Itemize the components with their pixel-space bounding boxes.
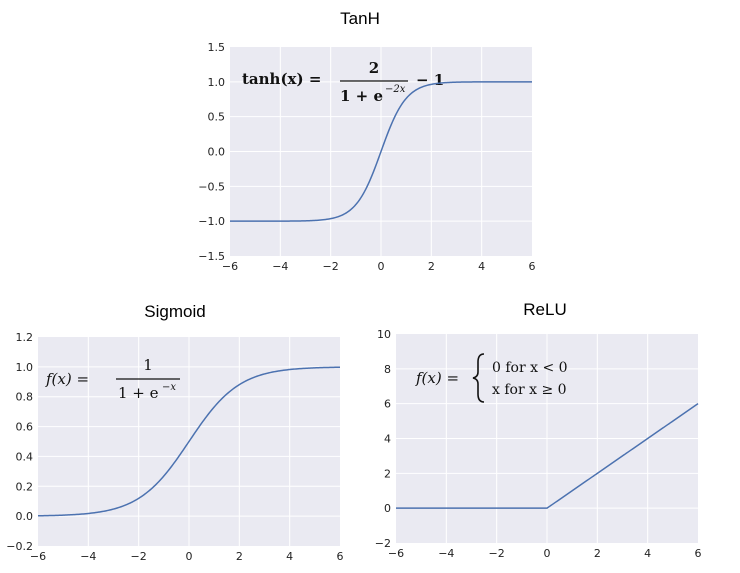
relu-y-tick-label: 8 (384, 363, 391, 376)
tanh-y-tick-label: −1.0 (198, 215, 225, 228)
tanh-chart-title: TanH (340, 9, 380, 28)
tanh-x-tick-label: 2 (428, 260, 435, 273)
relu-y-tick-label: 4 (384, 433, 391, 446)
relu-formula-case-1: 0 for x < 0 (492, 360, 568, 376)
relu-chart-title: ReLU (523, 300, 567, 319)
sigmoid-chart: −6 −4 −2 0 2 4 6 −0.2 0.0 0.2 0.4 0.6 0.8 1.0 1.2 f(x) … (6, 331, 343, 563)
relu-y-tick-label: −2 (375, 537, 391, 550)
relu-y-tick-label: 2 (384, 467, 391, 480)
sigmoid-y-tick-label: 0.0 (16, 510, 34, 523)
sigmoid-formula-numerator: 1 (143, 356, 153, 374)
relu-x-tick-label: 2 (594, 547, 601, 560)
sigmoid-x-tick-label: 0 (186, 550, 193, 563)
relu-formula-brace (472, 353, 485, 403)
tanh-formula-numerator: 2 (369, 59, 379, 77)
sigmoid-y-tick-label: 1.0 (16, 361, 34, 374)
sigmoid-x-tick-label: −6 (30, 550, 46, 563)
sigmoid-formula-denominator: 1 + e (118, 384, 159, 402)
sigmoid-x-tick-label: −2 (131, 550, 147, 563)
tanh-formula-exponent: −2x (385, 84, 406, 95)
sigmoid-y-tick-label: 0.2 (16, 480, 34, 493)
sigmoid-y-tick-label: 1.2 (16, 331, 34, 344)
sigmoid-series-line (37, 366, 341, 517)
tanh-y-tick-label: 0.0 (208, 146, 226, 159)
relu-x-tick-label: −2 (489, 547, 505, 560)
tanh-formula-denominator: 1 + e (340, 87, 383, 105)
tanh-x-tick-label: 4 (478, 260, 485, 273)
relu-formula-case-2: x for x ≥ 0 (492, 382, 567, 398)
sigmoid-y-tick-label: 0.4 (16, 450, 34, 463)
relu-x-tick-label: −4 (438, 547, 454, 560)
sigmoid-chart-title: Sigmoid (144, 302, 206, 321)
relu-y-tick-label: 6 (384, 398, 391, 411)
tanh-formula-lhs: tanh(x) = (242, 70, 321, 88)
tanh-x-tick-label: 6 (529, 260, 536, 273)
tanh-y-tick-label: 1.5 (208, 41, 226, 54)
tanh-x-tick-label: −6 (222, 260, 238, 273)
relu-y-tick-label: 0 (384, 502, 391, 515)
tanh-x-tick-label: −2 (323, 260, 339, 273)
relu-x-tick-label: 6 (695, 547, 702, 560)
sigmoid-y-tick-label: −0.2 (6, 540, 33, 553)
relu-x-tick-label: 4 (644, 547, 651, 560)
sigmoid-x-tick-label: −4 (80, 550, 96, 563)
relu-y-tick-label: 10 (377, 328, 391, 341)
tanh-x-tick-label: 0 (378, 260, 385, 273)
relu-x-tick-label: 0 (544, 547, 551, 560)
tanh-series-line (230, 81, 532, 222)
sigmoid-formula-lhs: f(x) = (45, 370, 89, 388)
sigmoid-formula-exponent: −x (162, 382, 176, 393)
tanh-y-tick-label: −0.5 (198, 180, 225, 193)
sigmoid-y-tick-label: 0.8 (16, 391, 34, 404)
tanh-formula-tail: − 1 (416, 71, 444, 89)
sigmoid-x-tick-label: 2 (236, 550, 243, 563)
tanh-y-tick-label: 0.5 (208, 111, 226, 124)
sigmoid-x-tick-label: 6 (337, 550, 344, 563)
tanh-x-tick-label: −4 (272, 260, 288, 273)
relu-chart: −6 −4 −2 0 2 4 6 −2 0 2 4 6 8 10 f(x) = 0 for x < 0 x fo… (375, 328, 702, 560)
sigmoid-y-tick-label: 0.6 (16, 421, 34, 434)
tanh-chart: −6 −4 −2 0 2 4 6 −1.5 −1.0 −0.5 0.0 0.5 1.0 1.5 tanh(x… (198, 41, 535, 273)
tanh-y-tick-label: −1.5 (198, 250, 225, 263)
relu-x-tick-label: −6 (388, 547, 404, 560)
tanh-y-tick-label: 1.0 (208, 76, 226, 89)
relu-formula-lhs: f(x) = (415, 369, 459, 387)
sigmoid-x-tick-label: 4 (286, 550, 293, 563)
relu-series-line (396, 403, 699, 509)
